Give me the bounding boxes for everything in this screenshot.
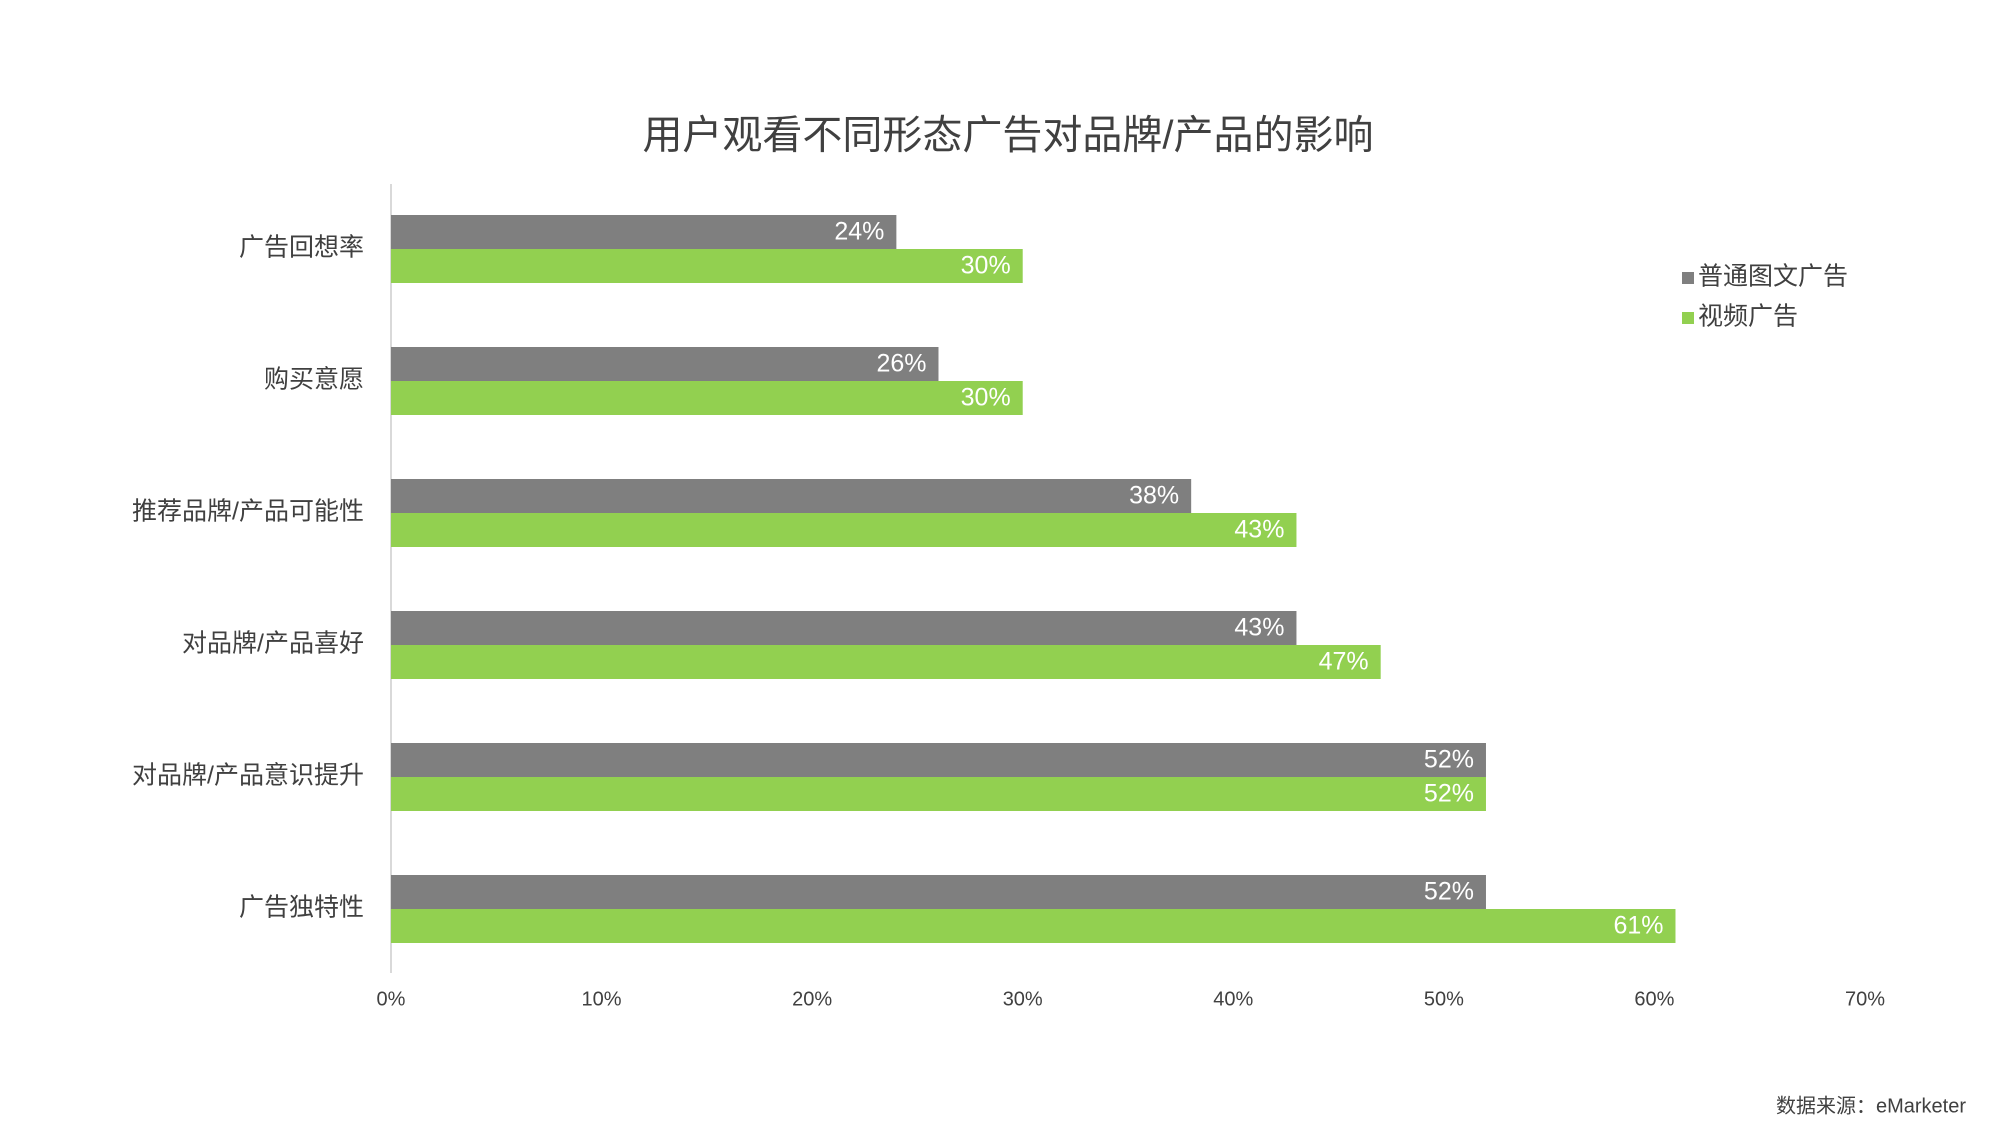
- data-label: 61%: [1613, 912, 1663, 940]
- bar: [391, 249, 1023, 283]
- x-tick-label: 0%: [377, 988, 406, 1010]
- x-tick-label: 70%: [1845, 988, 1885, 1010]
- x-tick-label: 50%: [1424, 988, 1464, 1010]
- bar: [391, 513, 1297, 547]
- bar: [391, 611, 1297, 645]
- bar: [391, 347, 939, 381]
- bar: [391, 381, 1023, 415]
- data-label: 43%: [1234, 614, 1284, 642]
- bar: [391, 645, 1381, 679]
- data-label: 30%: [961, 384, 1011, 412]
- legend-swatch: [1682, 312, 1694, 324]
- legend-label: 普通图文广告: [1698, 263, 1848, 291]
- y-tick-label: 推荐品牌/产品可能性: [132, 498, 364, 526]
- x-tick-label: 60%: [1634, 988, 1674, 1010]
- legend-swatch: [1682, 272, 1694, 284]
- bar: [391, 875, 1486, 909]
- data-label: 52%: [1424, 878, 1474, 906]
- x-tick-label: 10%: [582, 988, 622, 1010]
- source-note: 数据来源：eMarketer: [1776, 1094, 1966, 1117]
- data-label: 24%: [834, 218, 884, 246]
- bar: [391, 743, 1486, 777]
- data-label: 43%: [1234, 516, 1284, 544]
- y-tick-label: 购买意愿: [264, 366, 364, 394]
- y-tick-label: 广告独特性: [239, 894, 364, 922]
- legend-label: 视频广告: [1698, 303, 1798, 331]
- y-tick-label: 对品牌/产品意识提升: [132, 762, 364, 790]
- data-label: 52%: [1424, 780, 1474, 808]
- bar: [391, 777, 1486, 811]
- x-tick-label: 20%: [792, 988, 832, 1010]
- x-tick-label: 40%: [1213, 988, 1253, 1010]
- data-label: 26%: [876, 350, 926, 378]
- data-label: 47%: [1319, 648, 1369, 676]
- data-label: 52%: [1424, 746, 1474, 774]
- bar: [391, 909, 1676, 943]
- chart-title: 用户观看不同形态广告对品牌/产品的影响: [642, 114, 1373, 158]
- x-tick-label: 30%: [1003, 988, 1043, 1010]
- bar: [391, 479, 1192, 513]
- data-label: 30%: [961, 252, 1011, 280]
- y-tick-label: 广告回想率: [239, 234, 364, 262]
- y-tick-label: 对品牌/产品喜好: [182, 630, 364, 658]
- data-label: 38%: [1129, 482, 1179, 510]
- bar: [391, 215, 897, 249]
